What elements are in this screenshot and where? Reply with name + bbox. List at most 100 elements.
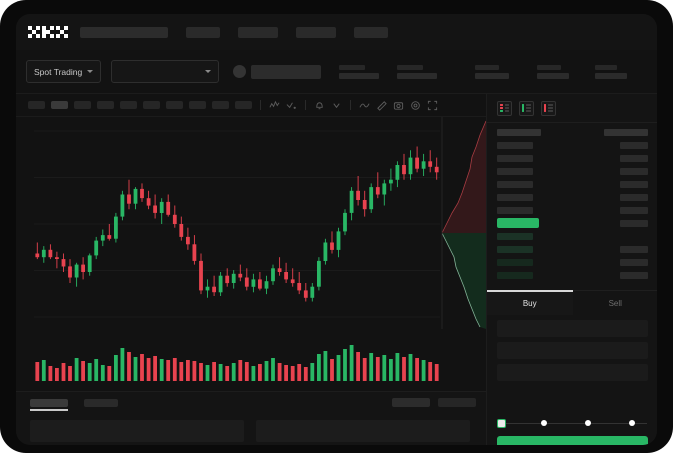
timeframe-6[interactable] — [143, 101, 160, 109]
bottom-row-cell-2[interactable] — [256, 420, 470, 442]
stat-block-5 — [595, 64, 628, 79]
orderbook-ask-row[interactable] — [497, 140, 648, 150]
orders-content-row — [30, 420, 470, 442]
orderbook-price-header — [497, 128, 541, 136]
timeframe-9[interactable] — [212, 101, 229, 109]
orderbook-bid-row[interactable] — [497, 231, 648, 241]
fullscreen-icon[interactable] — [427, 100, 438, 111]
stat-label — [537, 64, 562, 70]
stat-value — [537, 72, 570, 79]
orderbook-bid-row[interactable] — [497, 270, 648, 280]
market-mode-selector[interactable]: Spot Trading — [26, 60, 102, 83]
orderbook-bid-row[interactable] — [497, 244, 648, 254]
bottom-action-2[interactable] — [438, 398, 476, 407]
orders-tab-strip — [16, 392, 486, 414]
orderbook-bid-row[interactable] — [497, 257, 648, 267]
toolbar-divider — [350, 100, 351, 110]
timeframe-10[interactable] — [235, 101, 252, 109]
stat-block-1 — [339, 64, 380, 79]
app-screen: Spot Trading — [16, 14, 657, 445]
nav-item-2[interactable] — [238, 26, 278, 38]
tab-order-history[interactable] — [84, 399, 118, 407]
orderbook-ask-row[interactable] — [497, 192, 648, 202]
market-mode-label: Spot Trading — [34, 66, 83, 77]
stat-block-4 — [537, 64, 570, 79]
okx-logo[interactable] — [28, 25, 68, 39]
ask-price — [497, 167, 533, 175]
stat-label — [339, 64, 366, 70]
chevron-down-icon — [205, 70, 212, 73]
timeframe-7[interactable] — [166, 101, 183, 109]
nav-item-3[interactable] — [296, 26, 336, 38]
bottom-action-1[interactable] — [392, 398, 430, 407]
orders-panel — [16, 391, 486, 445]
bid-amount — [620, 245, 648, 253]
active-tab-underline — [30, 409, 68, 411]
bid-price — [497, 232, 533, 240]
tab-open-orders[interactable] — [30, 399, 68, 407]
last-price-highlight — [497, 218, 539, 228]
tab-sell[interactable]: Sell — [573, 291, 658, 315]
orderbook-ask-row[interactable] — [497, 166, 648, 176]
nav-item-1[interactable] — [186, 26, 220, 38]
ask-price — [497, 154, 533, 162]
tab-buy[interactable]: Buy — [487, 290, 573, 315]
slider-step-50[interactable] — [585, 420, 591, 426]
orderbook-divider — [487, 122, 657, 123]
amount-slider[interactable] — [497, 418, 648, 428]
stat-value — [339, 72, 380, 79]
indicators-icon[interactable] — [269, 100, 280, 111]
stat-block-3 — [475, 64, 510, 79]
orderbook-ask-row[interactable] — [497, 205, 648, 215]
orderbook-bids-icon[interactable] — [519, 101, 534, 116]
toolbar-divider — [305, 100, 306, 110]
timeframe-4[interactable] — [97, 101, 114, 109]
price-field[interactable] — [497, 320, 648, 337]
alert-icon[interactable] — [314, 100, 325, 111]
camera-icon[interactable] — [393, 100, 404, 111]
slider-step-25[interactable] — [541, 420, 547, 426]
ruler-icon[interactable] — [376, 100, 387, 111]
amount-field[interactable] — [497, 342, 648, 359]
timeframe-3[interactable] — [74, 101, 91, 109]
slider-track — [501, 422, 647, 424]
chart-toolbar — [16, 94, 486, 117]
global-search-input[interactable] — [80, 26, 168, 38]
timeframe-8[interactable] — [189, 101, 206, 109]
submit-order-button[interactable] — [497, 436, 648, 445]
pair-avatar — [233, 65, 247, 78]
pair-header-bar: Spot Trading — [16, 50, 657, 94]
settings-icon[interactable] — [410, 100, 421, 111]
ask-amount — [620, 193, 648, 201]
ask-price — [497, 206, 533, 214]
orderbook-ask-row[interactable] — [497, 179, 648, 189]
ask-amount — [620, 167, 648, 175]
total-field[interactable] — [497, 364, 648, 381]
top-navigation-bar — [16, 14, 657, 50]
timeframe-2[interactable] — [51, 101, 68, 109]
bid-amount — [620, 233, 648, 240]
stat-value — [475, 72, 510, 79]
timeframe-5[interactable] — [120, 101, 137, 109]
stat-label — [397, 64, 424, 70]
orderbook-both-icon[interactable] — [497, 101, 512, 116]
bottom-row-cell-1[interactable] — [30, 420, 244, 442]
slider-step-75[interactable] — [629, 420, 635, 426]
candlestick-canvas — [34, 130, 440, 318]
line-tool-icon[interactable] — [359, 100, 370, 111]
slider-handle[interactable] — [497, 419, 506, 428]
ask-amount — [620, 154, 648, 162]
timeframe-1[interactable] — [28, 101, 45, 109]
orderbook-last-price — [497, 218, 648, 228]
orderbook-column-headers — [497, 127, 648, 137]
bid-amount — [620, 258, 648, 266]
chart-type-icon[interactable] — [331, 100, 342, 111]
pair-selector[interactable] — [111, 60, 220, 83]
compare-icon[interactable] — [286, 100, 297, 111]
price-chart[interactable] — [16, 117, 486, 329]
market-depth-overlay — [440, 117, 486, 329]
orderbook-ask-row[interactable] — [497, 153, 648, 163]
orderbook-asks-icon[interactable] — [541, 101, 556, 116]
nav-item-4[interactable] — [354, 26, 388, 38]
